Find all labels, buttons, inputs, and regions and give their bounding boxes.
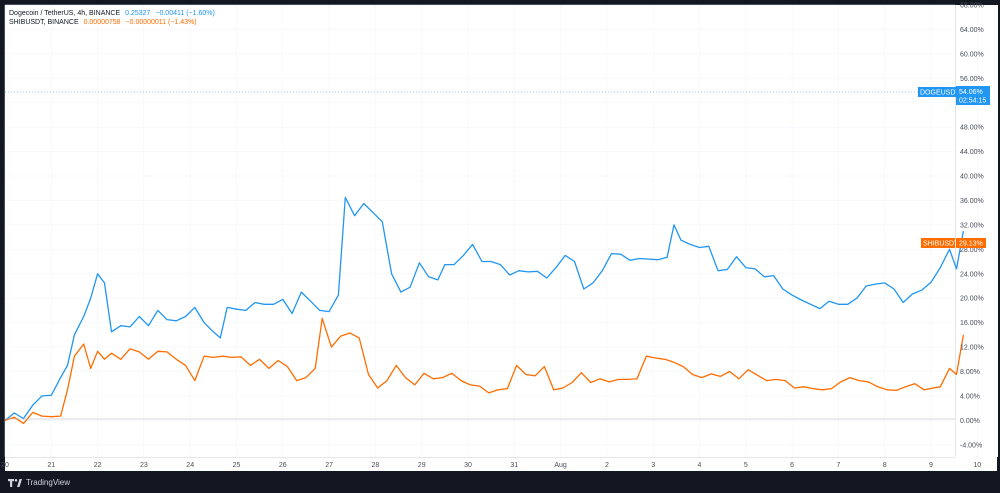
legend-doge-change: −0.00411 (−1.60%) (155, 10, 215, 17)
tradingview-logo[interactable]: TradingView (8, 478, 70, 487)
legend-shib-value: 0.00000758 (83, 19, 121, 26)
tradingview-logo-icon (8, 478, 22, 487)
price-scale[interactable] (955, 5, 998, 457)
footer-bar (0, 471, 1000, 493)
legend-shib-symbol: SHIBUSDT, BINANCE (9, 19, 79, 26)
legend-shib[interactable]: SHIBUSDT, BINANCE 0.00000758 −0.00000011… (9, 19, 200, 26)
legend-doge[interactable]: Dogecoin / TetherUS, 4h, BINANCE 0.25327… (9, 10, 218, 17)
tradingview-brand: TradingView (26, 478, 71, 487)
plot-area[interactable] (5, 5, 955, 457)
legend-doge-value: 0.25327 (125, 10, 151, 17)
legend-doge-symbol: Dogecoin / TetherUS, 4h, BINANCE (9, 10, 121, 17)
legend-shib-change: −0.00000011 (−1.43%) (125, 19, 197, 26)
scale-corner (955, 457, 997, 471)
time-scale[interactable] (5, 457, 955, 472)
